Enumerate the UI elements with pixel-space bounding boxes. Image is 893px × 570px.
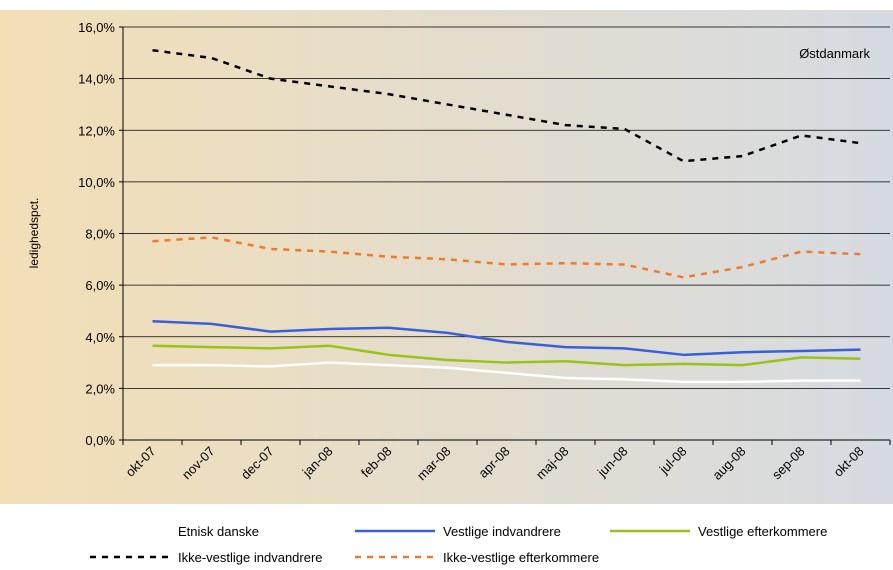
y-tick-label: 12,0% bbox=[78, 123, 115, 138]
y-axis-label: ledighedspct. bbox=[27, 198, 41, 269]
y-tick-label: 14,0% bbox=[78, 72, 115, 87]
y-tick-label: 6,0% bbox=[85, 278, 115, 293]
legend-label: Ikke-vestlige efterkommere bbox=[443, 550, 599, 565]
y-tick-label: 8,0% bbox=[85, 227, 115, 242]
line-series bbox=[152, 320, 861, 357]
line-series bbox=[152, 344, 861, 367]
legend-label: Vestlige efterkommere bbox=[698, 524, 827, 539]
legend-label: Etnisk danske bbox=[178, 524, 259, 539]
chart-background bbox=[0, 10, 893, 504]
y-tick-label: 4,0% bbox=[85, 330, 115, 345]
y-tick-label: 0,0% bbox=[85, 433, 115, 448]
annotation: Østdanmark bbox=[799, 46, 870, 61]
line-series bbox=[152, 361, 861, 384]
y-tick-label: 16,0% bbox=[78, 20, 115, 35]
legend-label: Vestlige indvandrere bbox=[443, 524, 561, 539]
y-tick-label: 10,0% bbox=[78, 175, 115, 190]
y-tick-label: 2,0% bbox=[85, 381, 115, 396]
line-series bbox=[152, 48, 861, 163]
legend-label: Ikke-vestlige indvandrere bbox=[178, 550, 323, 565]
